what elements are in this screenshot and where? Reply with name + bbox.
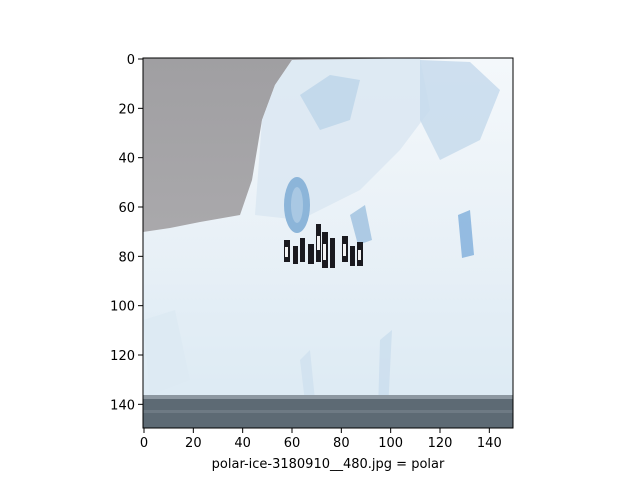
x-tick-label: 0 <box>140 436 148 451</box>
x-tick-label: 60 <box>284 436 301 451</box>
y-tick-label: 0 <box>127 53 135 68</box>
x-tick-label: 80 <box>333 436 350 451</box>
y-axis: 0 20 40 60 80 100 120 140 <box>110 53 143 413</box>
y-tick-label: 40 <box>118 152 135 167</box>
axes-frame <box>142 57 514 429</box>
x-tick-label: 120 <box>428 436 453 451</box>
y-tick-label: 140 <box>110 398 135 413</box>
y-tick-label: 80 <box>118 250 135 265</box>
y-tick-label: 120 <box>110 349 135 364</box>
x-axis: 0 20 40 60 80 100 120 140 <box>140 428 502 451</box>
x-tick-label: 140 <box>477 436 502 451</box>
x-tick-label: 20 <box>185 436 202 451</box>
y-tick-label: 60 <box>118 201 135 216</box>
image-caption: polar-ice-3180910__480.jpg = polar <box>212 457 445 472</box>
y-tick-label: 100 <box>110 300 135 315</box>
y-tick-label: 20 <box>118 102 135 117</box>
x-tick-label: 100 <box>378 436 403 451</box>
x-tick-label: 40 <box>234 436 251 451</box>
iceberg-photo <box>143 58 513 428</box>
